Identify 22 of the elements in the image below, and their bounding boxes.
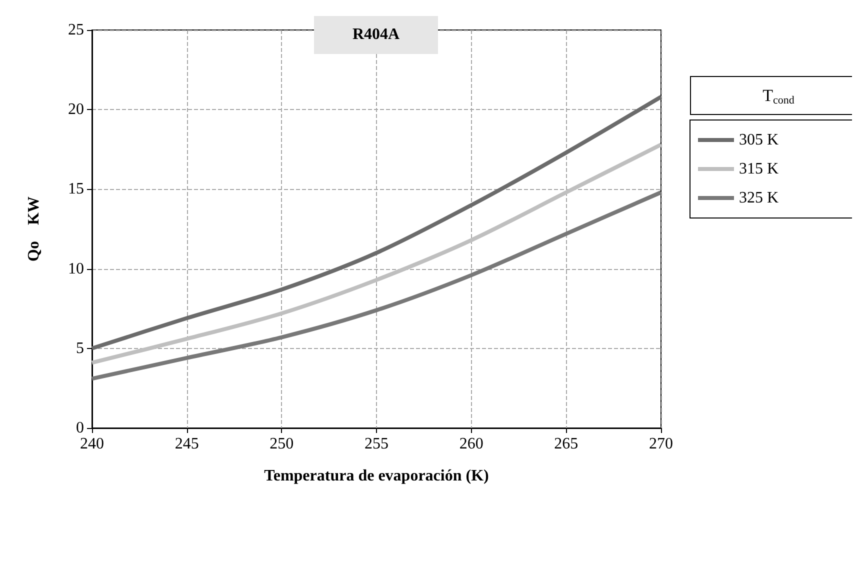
y-tick-label: 10 bbox=[68, 260, 84, 278]
y-tick-label: 0 bbox=[76, 420, 84, 436]
line-series bbox=[90, 142, 663, 365]
x-tick-label: 270 bbox=[649, 436, 673, 452]
y-tick-label: 20 bbox=[68, 101, 84, 118]
y-tick-label: 15 bbox=[68, 180, 84, 198]
line-series bbox=[90, 94, 663, 350]
title-box: R404A bbox=[314, 16, 438, 54]
x-tick-label: 245 bbox=[174, 436, 199, 452]
x-tick-label: 260 bbox=[459, 436, 484, 452]
legend-label: 325 K bbox=[739, 190, 779, 206]
y-tick-label: 5 bbox=[76, 340, 84, 357]
line-series bbox=[90, 190, 663, 381]
x-tick-label: 265 bbox=[554, 436, 578, 452]
y-tick-label: 25 bbox=[68, 22, 84, 38]
x-axis-title: Temperatura de evaporación (K) bbox=[264, 468, 489, 484]
legend-label: 315 K bbox=[739, 160, 779, 178]
y-axis-title: Qo KW bbox=[26, 196, 42, 262]
x-tick-label: 240 bbox=[80, 436, 104, 452]
x-tick-label: 255 bbox=[364, 436, 388, 452]
x-tick-label: 250 bbox=[270, 436, 294, 452]
legend-label: 305 K bbox=[739, 132, 779, 148]
